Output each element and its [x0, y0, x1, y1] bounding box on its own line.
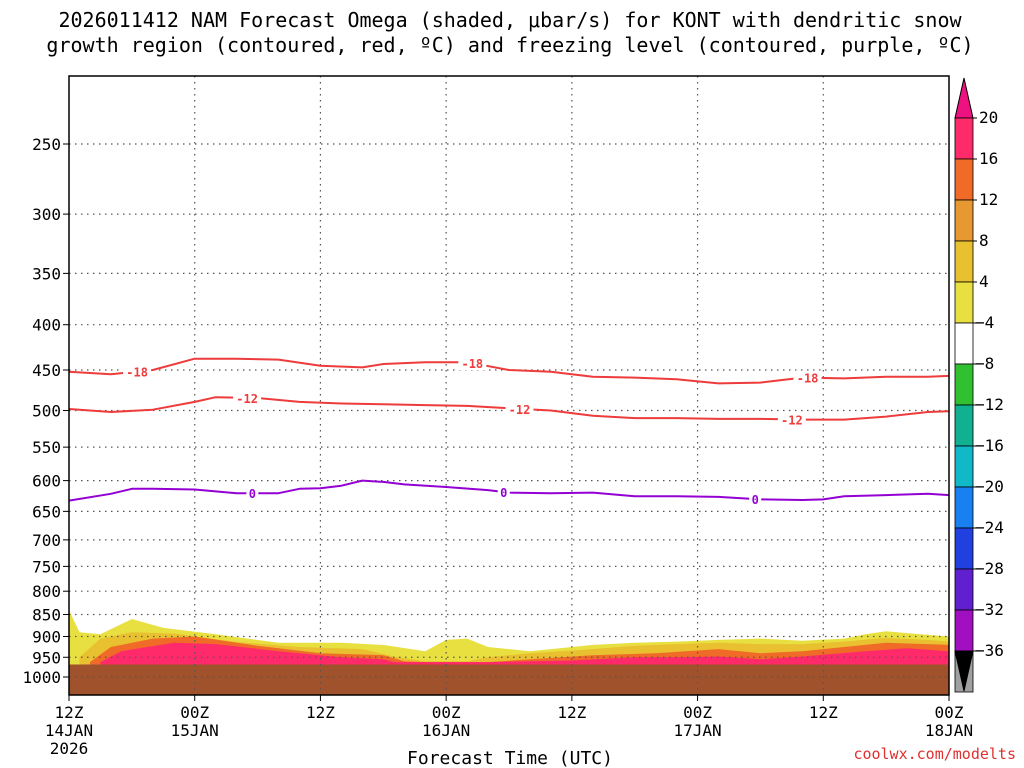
- omega-band-16-20: [100, 642, 949, 665]
- y-tick-label: 1000: [22, 668, 61, 687]
- colorbar-label: −12: [975, 395, 1004, 414]
- contour-label-bg: [793, 370, 822, 385]
- x-axis-label: Forecast Time (UTC): [407, 748, 613, 768]
- y-tick-label: 350: [32, 264, 61, 283]
- grid-lines: [69, 76, 949, 695]
- contour-label: -18: [461, 357, 483, 371]
- chart-title-line-1: 2026011412 NAM Forecast Omega (shaded, μ…: [58, 8, 962, 32]
- contour-label: 0: [500, 486, 507, 500]
- colorbar-swatch: [954, 199, 974, 242]
- y-tick-label: 800: [32, 582, 61, 601]
- y-tick-label: 550: [32, 438, 61, 457]
- contour-label-bg: [497, 484, 510, 499]
- y-tick-label: 600: [32, 472, 61, 491]
- y-tick-label: 900: [32, 627, 61, 646]
- contour-label: -18: [797, 372, 819, 386]
- contour-label-bg: [233, 390, 262, 405]
- chart-title-line-2: growth region (contoured, red, ºC) and f…: [46, 33, 973, 57]
- y-tick-label: 250: [32, 135, 61, 154]
- colorbar-swatch: [954, 158, 974, 201]
- colorbar-swatch: [954, 240, 974, 283]
- colorbar-swatch: [954, 281, 974, 324]
- contour-label-bg: [749, 492, 762, 507]
- x-tick-label: 12Z: [55, 703, 84, 722]
- contour-label-bg: [458, 356, 487, 371]
- x-tick-label: 14JAN: [45, 721, 93, 740]
- colorbar-swatch: [954, 527, 974, 570]
- colorbar-swatch: [954, 404, 974, 447]
- colorbar-label: −24: [975, 518, 1004, 537]
- contour-label: -12: [236, 392, 258, 406]
- x-tick-label: 17JAN: [673, 721, 721, 740]
- y-tick-label: 650: [32, 502, 61, 521]
- x-tick-label: 15JAN: [171, 721, 219, 740]
- colorbar: 20 16 12 8 4 −4 −8 −12 −16 −20 −24 −28 −32 −36: [954, 77, 1004, 693]
- y-tick-label: 450: [32, 361, 61, 380]
- colorbar-swatch: [954, 322, 974, 365]
- x-tick-label: 12Z: [557, 703, 586, 722]
- colorbar-label: −16: [975, 436, 1004, 455]
- colorbar-label: 20: [979, 108, 998, 127]
- y-tick-label: 750: [32, 557, 61, 576]
- colorbar-swatch: [954, 568, 974, 611]
- contour-freezing-level: [68, 479, 950, 502]
- y-tick-label: 950: [32, 648, 61, 667]
- contour-label-bg: [505, 401, 534, 416]
- contour-label: -12: [509, 403, 531, 417]
- x-tick-label: 00Z: [935, 703, 964, 722]
- contour-label-bg: [777, 412, 806, 427]
- temperature-contours: -18 -18 -18 -12 -12 -12 0 0 0: [68, 356, 950, 507]
- y-tick-label: 300: [32, 205, 61, 224]
- contour-label-bg: [123, 364, 152, 379]
- y-tick-label: 850: [32, 606, 61, 625]
- x-tick-label: 2026: [50, 739, 89, 758]
- x-tick-label: 12Z: [809, 703, 838, 722]
- colorbar-label: 12: [979, 190, 998, 209]
- ground-below-surface: [69, 664, 949, 695]
- pressure-axis: 250 300 350 400 450 500 550 600 650 700 750 800 850 9…: [22, 135, 69, 687]
- contour-label-bg: [246, 486, 259, 501]
- omega-shading: [69, 610, 949, 665]
- y-tick-label: 700: [32, 531, 61, 550]
- y-tick-label: 500: [32, 402, 61, 421]
- colorbar-swatch: [954, 445, 974, 488]
- colorbar-label: −4: [975, 313, 994, 332]
- colorbar-label: −8: [975, 354, 994, 373]
- x-tick-label: 00Z: [432, 703, 461, 722]
- colorbar-top-triangle: [954, 77, 974, 119]
- colorbar-label: 8: [979, 231, 989, 250]
- y-tick-label: 400: [32, 316, 61, 335]
- colorbar-label: −36: [975, 641, 1004, 660]
- colorbar-label: 16: [979, 149, 998, 168]
- credit-text: coolwx.com/modelts: [853, 745, 1016, 763]
- contour-label: 0: [249, 487, 256, 501]
- colorbar-label: −28: [975, 559, 1004, 578]
- plot-frame: [68, 75, 950, 696]
- x-tick-label: 18JAN: [925, 721, 973, 740]
- contour-label: -12: [781, 413, 803, 427]
- x-tick-label: 12Z: [306, 703, 335, 722]
- colorbar-swatch: [954, 486, 974, 529]
- x-tick-label: 16JAN: [422, 721, 470, 740]
- x-tick-label: 00Z: [180, 703, 209, 722]
- colorbar-bottom-triangle: [954, 650, 974, 692]
- colorbar-label: 4: [979, 272, 989, 291]
- x-tick-label: 00Z: [683, 703, 712, 722]
- colorbar-swatch: [954, 117, 974, 160]
- contour-label: 0: [752, 493, 759, 507]
- colorbar-swatch: [954, 363, 974, 406]
- colorbar-swatch: [954, 609, 974, 652]
- colorbar-label: −32: [975, 600, 1004, 619]
- colorbar-label: −20: [975, 477, 1004, 496]
- contour-label: -18: [126, 366, 148, 380]
